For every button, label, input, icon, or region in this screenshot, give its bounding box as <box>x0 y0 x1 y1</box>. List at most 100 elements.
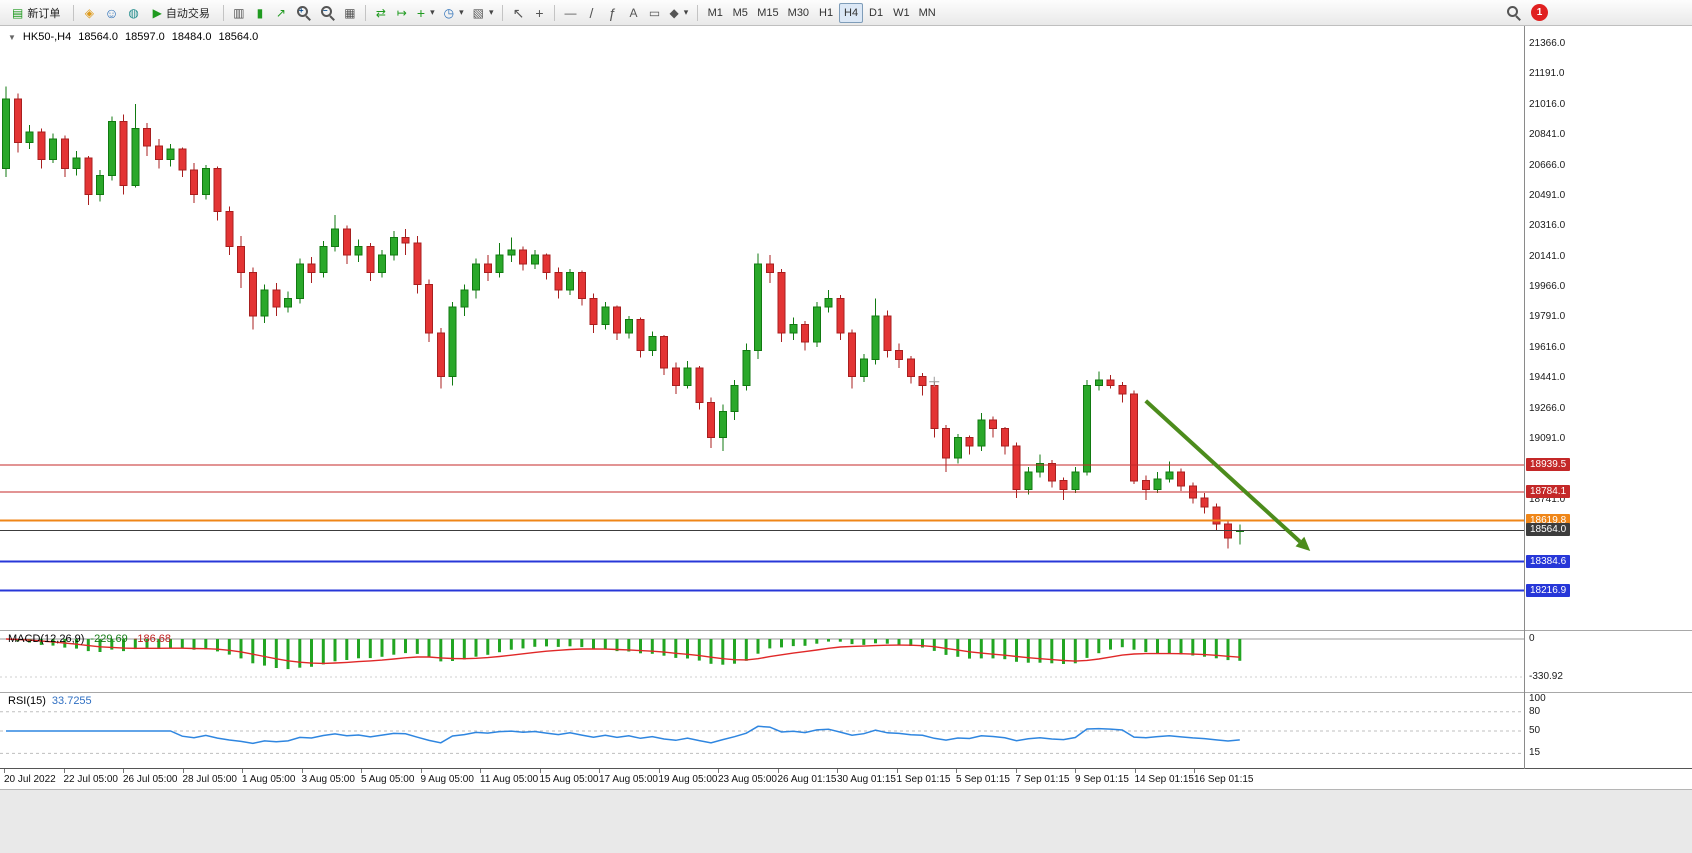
crosshair-icon: + <box>535 4 544 21</box>
chart-info-bar: ▼ HK50-,H4 18564.0 18597.0 18484.0 18564… <box>8 31 258 43</box>
candle-body <box>624 318 633 334</box>
time-label: 30 Aug 01:15 <box>837 774 896 785</box>
toolbar-separator <box>697 4 699 21</box>
crosshair-button[interactable]: + <box>529 3 549 23</box>
candle-body <box>542 254 551 274</box>
candle-body <box>49 138 57 161</box>
time-label: 19 Aug 05:00 <box>658 774 718 785</box>
main-toolbar: ▤ 新订单 ◈ ☺ ◍ ▶ 自动交易 ▥ ▮ ↗ + − ▦ ⇄ ↦ + ▾ <box>0 0 1692 26</box>
toolbar-separator <box>554 4 556 21</box>
time-tick <box>539 769 541 773</box>
market-news-button[interactable]: ◍ <box>124 3 144 23</box>
macd-name: MACD(12,26,9) <box>8 633 85 645</box>
candle-body <box>871 315 880 360</box>
timeframe-D1[interactable]: D1 <box>864 3 888 23</box>
timeframe-H4[interactable]: H4 <box>839 2 864 23</box>
autotrading-button[interactable]: ▶ 自动交易 <box>145 3 218 23</box>
timeframe-M1[interactable]: M1 <box>703 3 727 23</box>
search-icon[interactable] <box>1506 5 1521 20</box>
candle-body <box>96 174 104 195</box>
one-click-icon: ◈ <box>84 5 94 20</box>
zoom-in-button[interactable]: + <box>292 3 315 23</box>
macd-signal-value: -186.68 <box>133 633 172 645</box>
current-price-tag: 18564.0 <box>1526 523 1571 537</box>
candle-body <box>178 148 187 171</box>
time-axis: 20 Jul 2022 22 Jul 05:00 26 Jul 05:00 28 Ju… <box>0 769 1692 789</box>
candle-body <box>1000 428 1009 447</box>
fibonacci-button[interactable]: ƒ <box>602 3 622 23</box>
text-tool-button[interactable]: A <box>623 3 643 23</box>
fibonacci-icon: ƒ <box>608 4 617 21</box>
text-label-button[interactable]: ▭ <box>644 3 664 23</box>
indicators-button[interactable]: + ▾ <box>413 3 439 23</box>
timeframe-M15[interactable]: M15 <box>753 3 782 23</box>
notification-badge[interactable]: 1 <box>1531 4 1548 21</box>
periods-button[interactable]: ◷ ▾ <box>440 3 468 23</box>
templates-button[interactable]: ▧ ▾ <box>469 3 498 23</box>
bar-chart-button[interactable]: ▥ <box>229 3 249 23</box>
timeframe-MN[interactable]: MN <box>915 3 940 23</box>
chevron-down-icon: ▾ <box>488 7 494 17</box>
trendline-button[interactable]: / <box>581 3 601 23</box>
candle-body <box>225 211 234 247</box>
support-button[interactable]: ☺ <box>100 3 122 23</box>
price-axis-border <box>1524 26 1525 769</box>
chart-shift-icon: ↦ <box>396 5 407 20</box>
one-click-trading-button[interactable]: ◈ <box>79 3 99 23</box>
candle-body <box>378 254 386 274</box>
timeframe-M30[interactable]: M30 <box>784 3 813 23</box>
price-tick: 19791.0 <box>1529 311 1566 323</box>
candle-body <box>1047 462 1056 482</box>
candle-body <box>472 263 480 291</box>
rsi-axis-label: 100 <box>1529 693 1546 704</box>
timeframe-W1[interactable]: W1 <box>889 3 914 23</box>
candle-body <box>730 384 739 412</box>
time-tick <box>718 769 719 773</box>
timeframe-M5[interactable]: M5 <box>728 3 752 23</box>
price-tick: 19266.0 <box>1529 402 1566 414</box>
time-tick <box>956 769 957 773</box>
time-tick <box>301 769 303 773</box>
price-tick: 20141.0 <box>1529 250 1566 262</box>
candle-body <box>84 157 93 195</box>
candle-body <box>60 138 69 169</box>
candle-body <box>213 167 222 213</box>
candlestick-chart-button[interactable]: ▮ <box>250 3 270 23</box>
autotrading-label: 自动交易 <box>165 7 210 20</box>
candle-body <box>648 336 657 352</box>
rsi-axis-label: 50 <box>1529 725 1541 736</box>
trend-arrow[interactable] <box>1144 399 1302 544</box>
bar-chart-icon: ▥ <box>233 5 245 20</box>
chevron-down-icon: ▾ <box>459 7 464 17</box>
time-label: 3 Aug 05:00 <box>301 774 355 785</box>
candle-body <box>824 298 833 308</box>
candle-body <box>1224 523 1232 539</box>
auto-scroll-button[interactable]: ⇄ <box>371 3 391 23</box>
rsi-panel-separator[interactable] <box>0 692 1692 693</box>
chart-shift-button[interactable]: ↦ <box>392 3 412 23</box>
shapes-button[interactable]: ◆ ▾ <box>665 3 692 23</box>
macd-signal-line <box>5 638 1240 665</box>
zoom-out-button[interactable]: − <box>316 3 339 23</box>
candle-body <box>906 358 915 378</box>
cursor-button[interactable]: ↖ <box>508 3 528 23</box>
candle-body <box>319 245 328 273</box>
open-value: 18564.0 <box>78 31 118 43</box>
candle-body <box>577 272 586 299</box>
time-label: 5 Sep 01:15 <box>956 774 1010 785</box>
tile-windows-button[interactable]: ▦ <box>340 3 360 23</box>
macd-panel-chart <box>0 638 1524 678</box>
line-chart-button[interactable]: ↗ <box>271 3 291 23</box>
label-box-icon: ▭ <box>648 5 661 20</box>
high-value: 18597.0 <box>124 31 165 43</box>
rsi-indicator-label: RSI(15) 33.7255 <box>8 695 92 707</box>
new-order-button[interactable]: ▤ 新订单 <box>4 3 68 23</box>
horizontal-line-button[interactable]: — <box>560 3 580 23</box>
level-price-tag: 18384.6 <box>1526 554 1571 568</box>
macd-panel-separator[interactable] <box>0 630 1692 631</box>
one-click-toggle-icon[interactable]: ▼ <box>8 32 16 42</box>
play-icon: ▶ <box>152 5 162 20</box>
price-tick: 21016.0 <box>1529 98 1566 110</box>
timeframe-H1[interactable]: H1 <box>814 3 838 23</box>
